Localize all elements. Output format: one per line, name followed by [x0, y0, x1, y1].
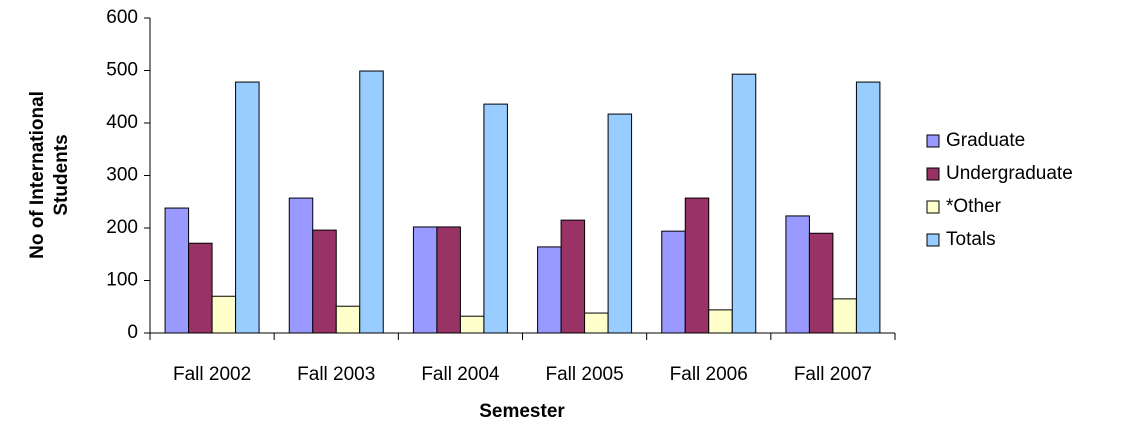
- bar: [188, 242, 213, 334]
- y-tick-label: 300: [106, 165, 138, 186]
- x-tick-label: Fall 2003: [297, 364, 375, 385]
- legend-label: Totals: [946, 229, 996, 250]
- legend-swatch: [926, 200, 940, 214]
- legend-label: *Other: [946, 196, 1002, 217]
- legend-swatch: [926, 233, 940, 247]
- y-tick-label: 400: [106, 112, 138, 133]
- y-tick-label: 500: [106, 60, 138, 81]
- y-tick-label: 200: [106, 217, 138, 238]
- bar: [436, 226, 461, 334]
- bar: [855, 81, 881, 334]
- legend-label: Graduate: [946, 130, 1025, 151]
- x-tick-label: Fall 2006: [670, 364, 748, 385]
- bar: [785, 215, 810, 334]
- bar: [607, 113, 633, 334]
- y-tick-label: 100: [106, 270, 138, 291]
- legend-label: Undergraduate: [946, 163, 1073, 184]
- bar: [235, 81, 260, 334]
- x-tick-label: Fall 2005: [545, 364, 623, 385]
- x-axis-label: Semester: [479, 401, 565, 422]
- bar: [684, 197, 710, 334]
- bar: [335, 305, 361, 334]
- bar: [288, 197, 314, 334]
- x-tick-label: Fall 2004: [421, 364, 500, 385]
- bar: [359, 70, 384, 334]
- legend-swatch: [926, 167, 940, 181]
- bar: [808, 232, 834, 334]
- y-axis-label: No of International: [27, 91, 48, 259]
- bar: [584, 312, 609, 334]
- y-axis-label: Students: [51, 134, 72, 215]
- bar: [560, 219, 586, 334]
- legend-swatch: [926, 134, 940, 148]
- bar: [731, 73, 757, 334]
- bar: [312, 229, 337, 334]
- bar: [661, 230, 686, 334]
- x-tick-label: Fall 2002: [173, 364, 251, 385]
- bar: [708, 309, 733, 334]
- y-tick-label: 0: [127, 322, 138, 343]
- bar: [211, 295, 237, 334]
- bar: [832, 298, 857, 334]
- bar: [483, 103, 508, 334]
- bar: [537, 246, 562, 334]
- y-tick-label: 600: [106, 7, 138, 28]
- x-tick-label: Fall 2007: [794, 364, 872, 385]
- bar: [459, 315, 485, 334]
- bar: [164, 207, 190, 334]
- bar: [412, 226, 438, 334]
